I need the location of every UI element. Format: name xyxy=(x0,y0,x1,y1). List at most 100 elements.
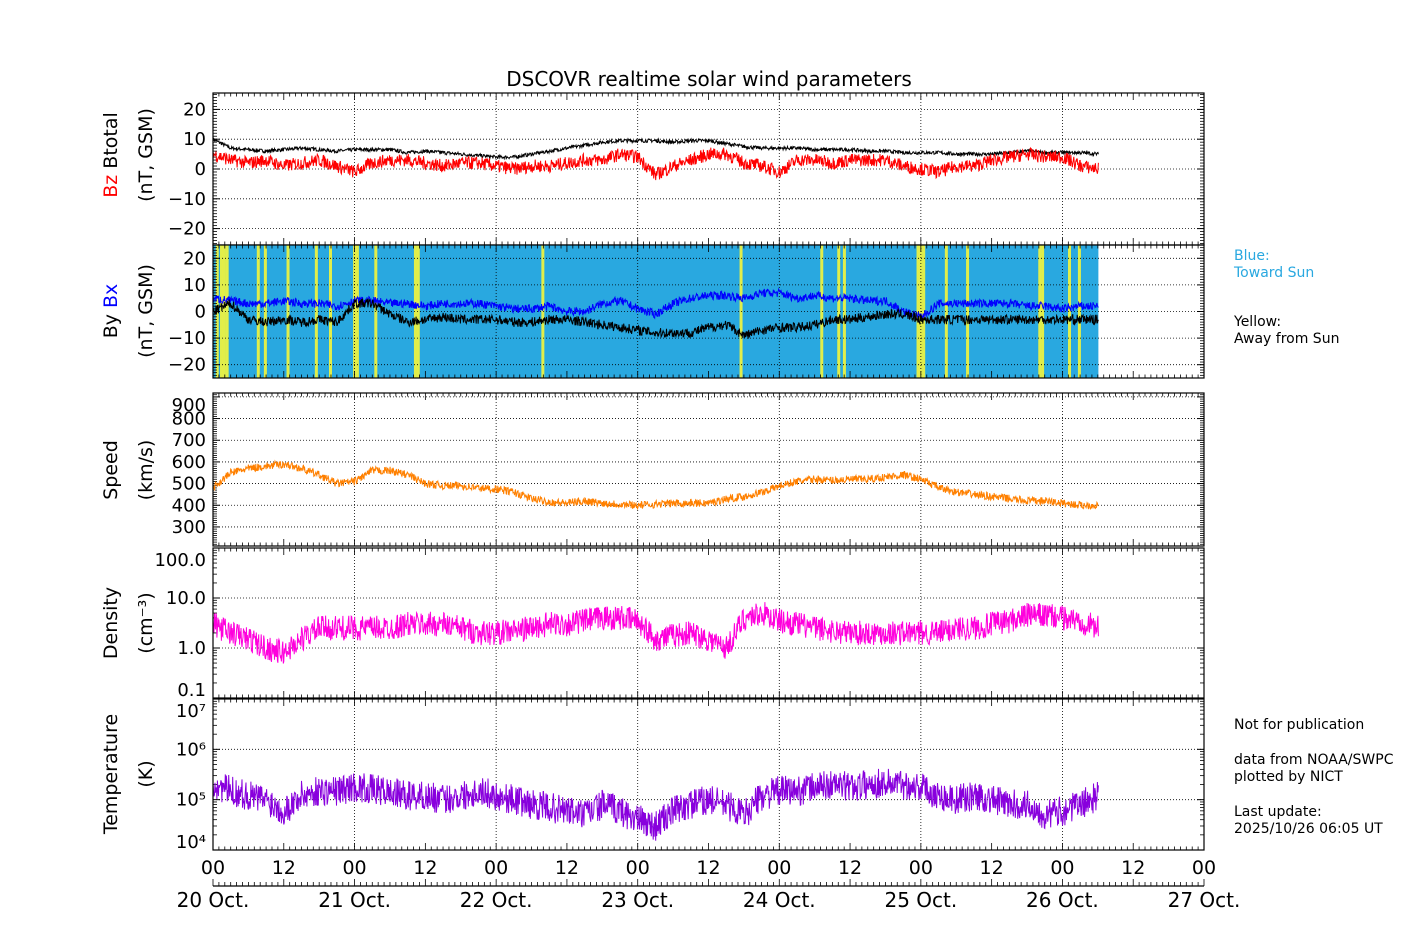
legend-toward-sun: Blue: Toward Sun xyxy=(1234,248,1314,282)
x-hour-tick-label: 00 xyxy=(626,857,650,879)
note-plotted-by: plotted by NICT xyxy=(1234,769,1343,785)
x-hour-tick-label: 00 xyxy=(201,857,225,879)
legend-yellow-desc: Away from Sun xyxy=(1234,331,1340,347)
away-sun-sector-band xyxy=(314,245,318,378)
y-axis-label: Speed xyxy=(100,440,122,500)
y-tick-label: 10.0 xyxy=(166,588,206,609)
y-tick-label: 10⁶ xyxy=(176,739,206,760)
y-axis-unit-label: (km/s) xyxy=(135,440,157,501)
x-date-label: 23 Oct. xyxy=(601,888,674,912)
panel-temperature: 10⁷ 10⁶ 10⁵ 10⁴ Temperature (K) xyxy=(100,698,1205,853)
y-tick-label: 900 xyxy=(172,395,206,416)
away-sun-sector-band xyxy=(820,245,824,378)
x-hour-tick-label: 00 xyxy=(484,857,508,879)
away-sun-sector-band xyxy=(966,245,970,378)
away-sun-sector-band xyxy=(837,245,841,378)
away-sun-sector-band xyxy=(922,245,926,378)
y-axis-label-part: By xyxy=(100,314,122,338)
x-hour-tick-label: 12 xyxy=(1121,857,1145,879)
x-hour-tick-label: 00 xyxy=(1192,857,1216,879)
panel-btotal_bz: 20 10 0 −10 −20 Bz Btotal (nT, GSM) xyxy=(100,92,1205,246)
series-line-bx xyxy=(213,287,1099,321)
y-tick-label: 1.0 xyxy=(177,638,206,659)
y-tick-label: 0 xyxy=(195,159,206,180)
y-tick-label: −10 xyxy=(168,189,206,210)
y-tick-label: 300 xyxy=(172,517,206,538)
y-tick-label: −10 xyxy=(168,328,206,349)
note-source: data from NOAA/SWPC plotted by NICT xyxy=(1234,752,1393,786)
y-tick-label: 20 xyxy=(183,248,206,269)
note-data-source: data from NOAA/SWPC xyxy=(1234,752,1394,768)
y-tick-label: 10 xyxy=(183,275,206,296)
x-date-label: 25 Oct. xyxy=(884,888,957,912)
legend-yellow-label: Yellow: xyxy=(1234,314,1282,330)
y-tick-label: 10⁴ xyxy=(176,832,206,853)
y-axis-label-part: Speed xyxy=(100,440,122,500)
away-sun-sector-band xyxy=(1077,245,1081,378)
away-sun-sector-band xyxy=(225,245,229,378)
x-date-label: 27 Oct. xyxy=(1168,888,1241,912)
x-hour-tick-label: 12 xyxy=(980,857,1004,879)
note-last-update: Last update: 2025/10/26 06:05 UT xyxy=(1234,804,1383,838)
y-axis-unit-label: (cm⁻³) xyxy=(135,592,157,653)
legend-away-from-sun: Yellow: Away from Sun xyxy=(1234,314,1339,348)
y-axis-unit-label: (nT, GSM) xyxy=(135,264,157,358)
y-tick-label: 0.1 xyxy=(177,680,206,701)
legend-blue-desc: Toward Sun xyxy=(1234,265,1315,281)
y-tick-label: 400 xyxy=(172,495,206,516)
series-line-speed xyxy=(213,459,1099,511)
y-tick-label: 0 xyxy=(195,302,206,323)
y-axis-label-part: Bx xyxy=(100,284,122,314)
x-date-label: 21 Oct. xyxy=(318,888,391,912)
x-hour-tick-label: 12 xyxy=(555,857,579,879)
away-sun-sector-band xyxy=(944,245,948,378)
y-axis-label: By Bx xyxy=(100,284,122,339)
x-hour-tick-label: 12 xyxy=(838,857,862,879)
panel-density: 100.0 10.0 1.0 0.1 Density (cm⁻³) xyxy=(100,547,1205,701)
series-line-temperature xyxy=(213,768,1099,841)
away-sun-sector-band xyxy=(842,245,846,378)
away-sun-sector-band xyxy=(416,245,420,378)
y-tick-label: 10⁵ xyxy=(176,790,206,811)
y-tick-label: 600 xyxy=(172,452,206,473)
y-axis-unit-label: (nT, GSM) xyxy=(135,108,157,202)
x-date-label: 24 Oct. xyxy=(743,888,816,912)
panel-frame xyxy=(212,698,1205,851)
x-date-label: 26 Oct. xyxy=(1026,888,1099,912)
y-axis-label-part: Density xyxy=(100,587,122,659)
away-sun-sector-band xyxy=(222,245,226,378)
panel-frame xyxy=(212,392,1205,547)
x-hour-tick-label: 12 xyxy=(272,857,296,879)
y-tick-label: −20 xyxy=(168,219,206,240)
y-axis-label-part: Temperature xyxy=(100,714,122,835)
y-axis-label: Bz Btotal xyxy=(100,112,122,198)
x-date-label: 22 Oct. xyxy=(460,888,533,912)
note-update-label: Last update: xyxy=(1234,804,1322,820)
y-axis-unit-label: (K) xyxy=(135,760,157,787)
y-tick-label: 800 xyxy=(172,409,206,430)
away-sun-sector-band xyxy=(1041,245,1045,378)
series-line-btotal xyxy=(213,137,1099,161)
x-hour-tick-label: 00 xyxy=(767,857,791,879)
y-tick-label: 100.0 xyxy=(154,550,206,571)
note-not-for-publication: Not for publication xyxy=(1234,717,1365,733)
away-sun-sector-band xyxy=(413,245,417,378)
chart-title: DSCOVR realtime solar wind parameters xyxy=(506,67,912,91)
note-update-time: 2025/10/26 06:05 UT xyxy=(1234,821,1383,837)
legend-blue-label: Blue: xyxy=(1234,248,1270,264)
x-hour-tick-label: 00 xyxy=(342,857,366,879)
away-sun-sector-band xyxy=(219,245,223,378)
away-sun-sector-band xyxy=(263,245,267,378)
away-sun-sector-band xyxy=(541,245,545,378)
y-tick-label: 10⁷ xyxy=(176,701,206,722)
y-tick-label: 10 xyxy=(183,129,206,150)
y-tick-label: −20 xyxy=(168,355,206,376)
series-line-by xyxy=(213,298,1099,339)
panel-by_bx: 20 10 0 −10 −20 By Bx (nT, GSM) xyxy=(100,244,1205,379)
y-tick-label: 700 xyxy=(172,430,206,451)
x-hour-tick-label: 12 xyxy=(696,857,720,879)
y-axis-label-part: Btotal xyxy=(100,112,122,175)
y-axis-label-part: Bz xyxy=(100,175,122,198)
y-axis-label: Density xyxy=(100,587,122,659)
